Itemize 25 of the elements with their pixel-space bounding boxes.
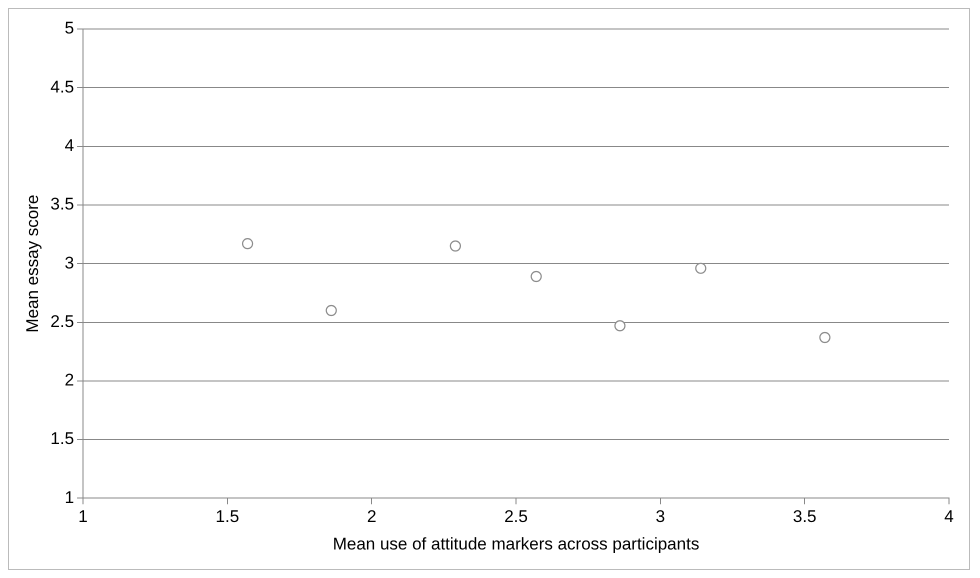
y-tick-label: 3 (64, 253, 74, 272)
x-tick-label: 1.5 (216, 507, 240, 526)
y-tick-label: 2 (64, 370, 74, 390)
point (695, 262, 706, 274)
y-axis-title: Mean essay score (22, 194, 42, 333)
y-tick-label: 1.5 (50, 429, 74, 448)
x-axis-title: Mean use of attitude markers across participants (332, 534, 700, 554)
x-tick-label: 2.5 (504, 507, 528, 526)
y-tick-label: 2.5 (50, 312, 74, 331)
x-tick-label: 3.5 (792, 507, 816, 526)
x-tick-label: 2 (366, 507, 376, 526)
point (614, 320, 626, 332)
y-tick-label: 3.5 (50, 194, 74, 214)
y-tick-label: 1 (64, 488, 74, 507)
y-tick-label: 4.5 (50, 77, 74, 96)
x-tick-label: 3 (656, 507, 666, 526)
x-tick-label: 4 (944, 507, 954, 526)
point (819, 332, 830, 344)
point (242, 238, 254, 250)
y-tick-label: 5 (64, 18, 74, 38)
point (450, 240, 461, 252)
y-tick-label: 4 (64, 136, 74, 155)
point (530, 270, 542, 282)
point (326, 304, 337, 316)
x-tick-label: 1 (78, 507, 88, 526)
